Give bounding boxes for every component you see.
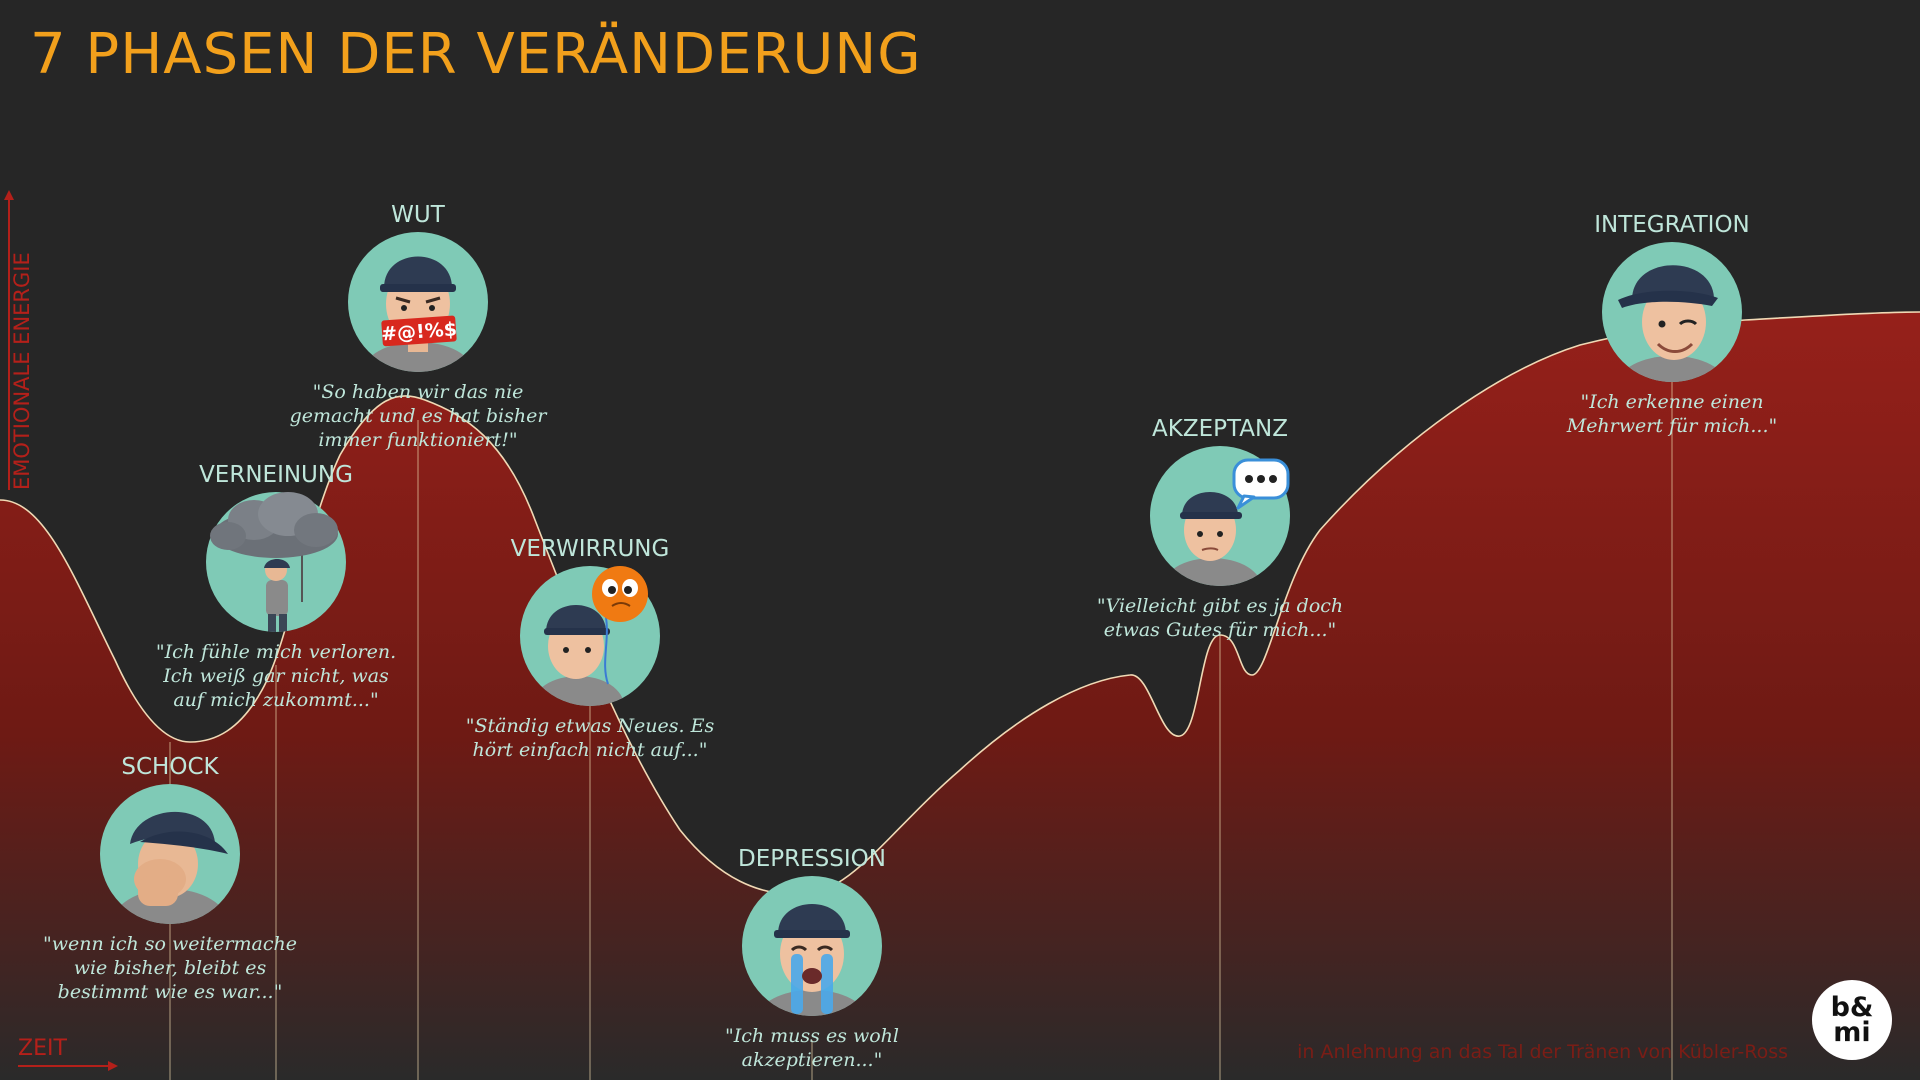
avatar-wut: #@!%$ <box>348 232 488 372</box>
balloon-icon <box>532 566 648 706</box>
emotion-curve-area <box>0 312 1920 1080</box>
phase-name: VERNEINUNG <box>199 462 353 488</box>
quote-verwirrung: "Ständig etwas Neues. Es hört einfach ni… <box>430 714 750 762</box>
quote-line: wie bisher, bleibt es <box>73 957 267 979</box>
quote-line: auf mich zukommt..." <box>173 689 379 711</box>
speech-bubble <box>1232 458 1290 510</box>
avatar-verwirrung <box>520 566 660 706</box>
phase-name: INTEGRATION <box>1594 212 1750 238</box>
censor-text: #@!%$ <box>380 318 457 345</box>
quote-line: Ich weiß gar nicht, was <box>163 665 389 687</box>
avatar-integration <box>1602 242 1742 382</box>
avatar-akzeptanz <box>1150 446 1290 586</box>
quote-wut: "So haben wir das nie gemacht und es hat… <box>258 380 578 452</box>
speech-bubble-icon <box>1162 458 1290 586</box>
phase-name: WUT <box>391 202 445 228</box>
phase-verneinung: VERNEINUNG <box>116 460 436 712</box>
quote-line: "Ständig etwas Neues. Es <box>465 715 715 737</box>
crying-face-icon <box>758 904 866 1016</box>
avatar-verneinung <box>206 492 346 632</box>
phase-verwirrung: VERWIRRUNG <box>430 534 750 762</box>
phase-integration: INTEGRATION "Ich erkenne einen Mehrwert … <box>1512 210 1832 438</box>
quote-line: akzeptieren..." <box>741 1049 883 1071</box>
phase-name: SCHOCK <box>121 754 219 780</box>
quote-line: hört einfach nicht auf..." <box>472 739 708 761</box>
quote-akzeptanz: "Vielleicht gibt es ja doch etwas Gutes … <box>1060 594 1380 642</box>
quote-line: "Ich fühle mich verloren. <box>155 641 397 663</box>
quote-depression: "Ich muss es wohl akzeptieren..." <box>652 1024 972 1072</box>
x-axis-label: ZEIT <box>18 1036 67 1061</box>
quote-line: bestimmt wie es war..." <box>57 981 283 1003</box>
y-axis-arrowhead <box>4 190 14 200</box>
rain-cloud-icon <box>210 492 338 632</box>
quote-line: "wenn ich so weitermache <box>43 933 297 955</box>
avatar-schock <box>100 784 240 924</box>
quote-line: "Ich muss es wohl <box>724 1025 899 1047</box>
y-axis-label: EMOTIONALE ENERGIE <box>10 252 34 490</box>
source-note: in Anlehnung an das Tal der Tränen von K… <box>1297 1041 1788 1063</box>
quote-line: "Ich erkenne einen <box>1580 391 1764 413</box>
quote-line: immer funktioniert!" <box>318 429 518 451</box>
emotion-curve-line <box>0 311 1920 896</box>
winking-face-icon <box>1618 265 1726 382</box>
phase-schock: SCHOCK "wenn ich so weitermache wie bish… <box>10 752 330 1004</box>
logo-line-1: b& <box>1830 992 1874 1023</box>
cloud-shape <box>210 492 338 558</box>
phase-depression: DEPRESSION "Ich muss es wohl akze <box>652 844 972 1072</box>
phase-akzeptanz: AKZEPTANZ <box>1060 414 1380 642</box>
avatar-depression <box>742 876 882 1016</box>
logo-line-2: mi <box>1833 1017 1871 1048</box>
quote-schock: "wenn ich so weitermache wie bisher, ble… <box>10 932 330 1004</box>
quote-line: gemacht und es hat bisher <box>289 405 547 427</box>
phase-name: DEPRESSION <box>738 846 886 872</box>
quote-verneinung: "Ich fühle mich verloren. Ich weiß gar n… <box>116 640 436 712</box>
quote-line: "So haben wir das nie <box>312 381 524 403</box>
quote-integration: "Ich erkenne einen Mehrwert für mich..." <box>1512 390 1832 438</box>
angry-censored-icon: #@!%$ <box>363 256 473 372</box>
censor-bar: #@!%$ <box>380 315 458 347</box>
face-palm-icon <box>112 811 228 924</box>
logo: b& mi <box>1812 980 1892 1060</box>
quote-line: etwas Gutes für mich..." <box>1103 619 1337 641</box>
phase-wut: WUT #@!%$ <box>258 200 578 452</box>
quote-line: Mehrwert für mich..." <box>1566 415 1778 437</box>
quote-line: "Vielleicht gibt es ja doch <box>1096 595 1344 617</box>
page-title: 7 PHASEN DER VERÄNDERUNG <box>30 22 922 87</box>
balloon-shape <box>592 566 648 622</box>
phase-name: VERWIRRUNG <box>510 536 670 562</box>
x-axis-arrowhead <box>108 1061 118 1071</box>
phase-name: AKZEPTANZ <box>1152 416 1288 442</box>
